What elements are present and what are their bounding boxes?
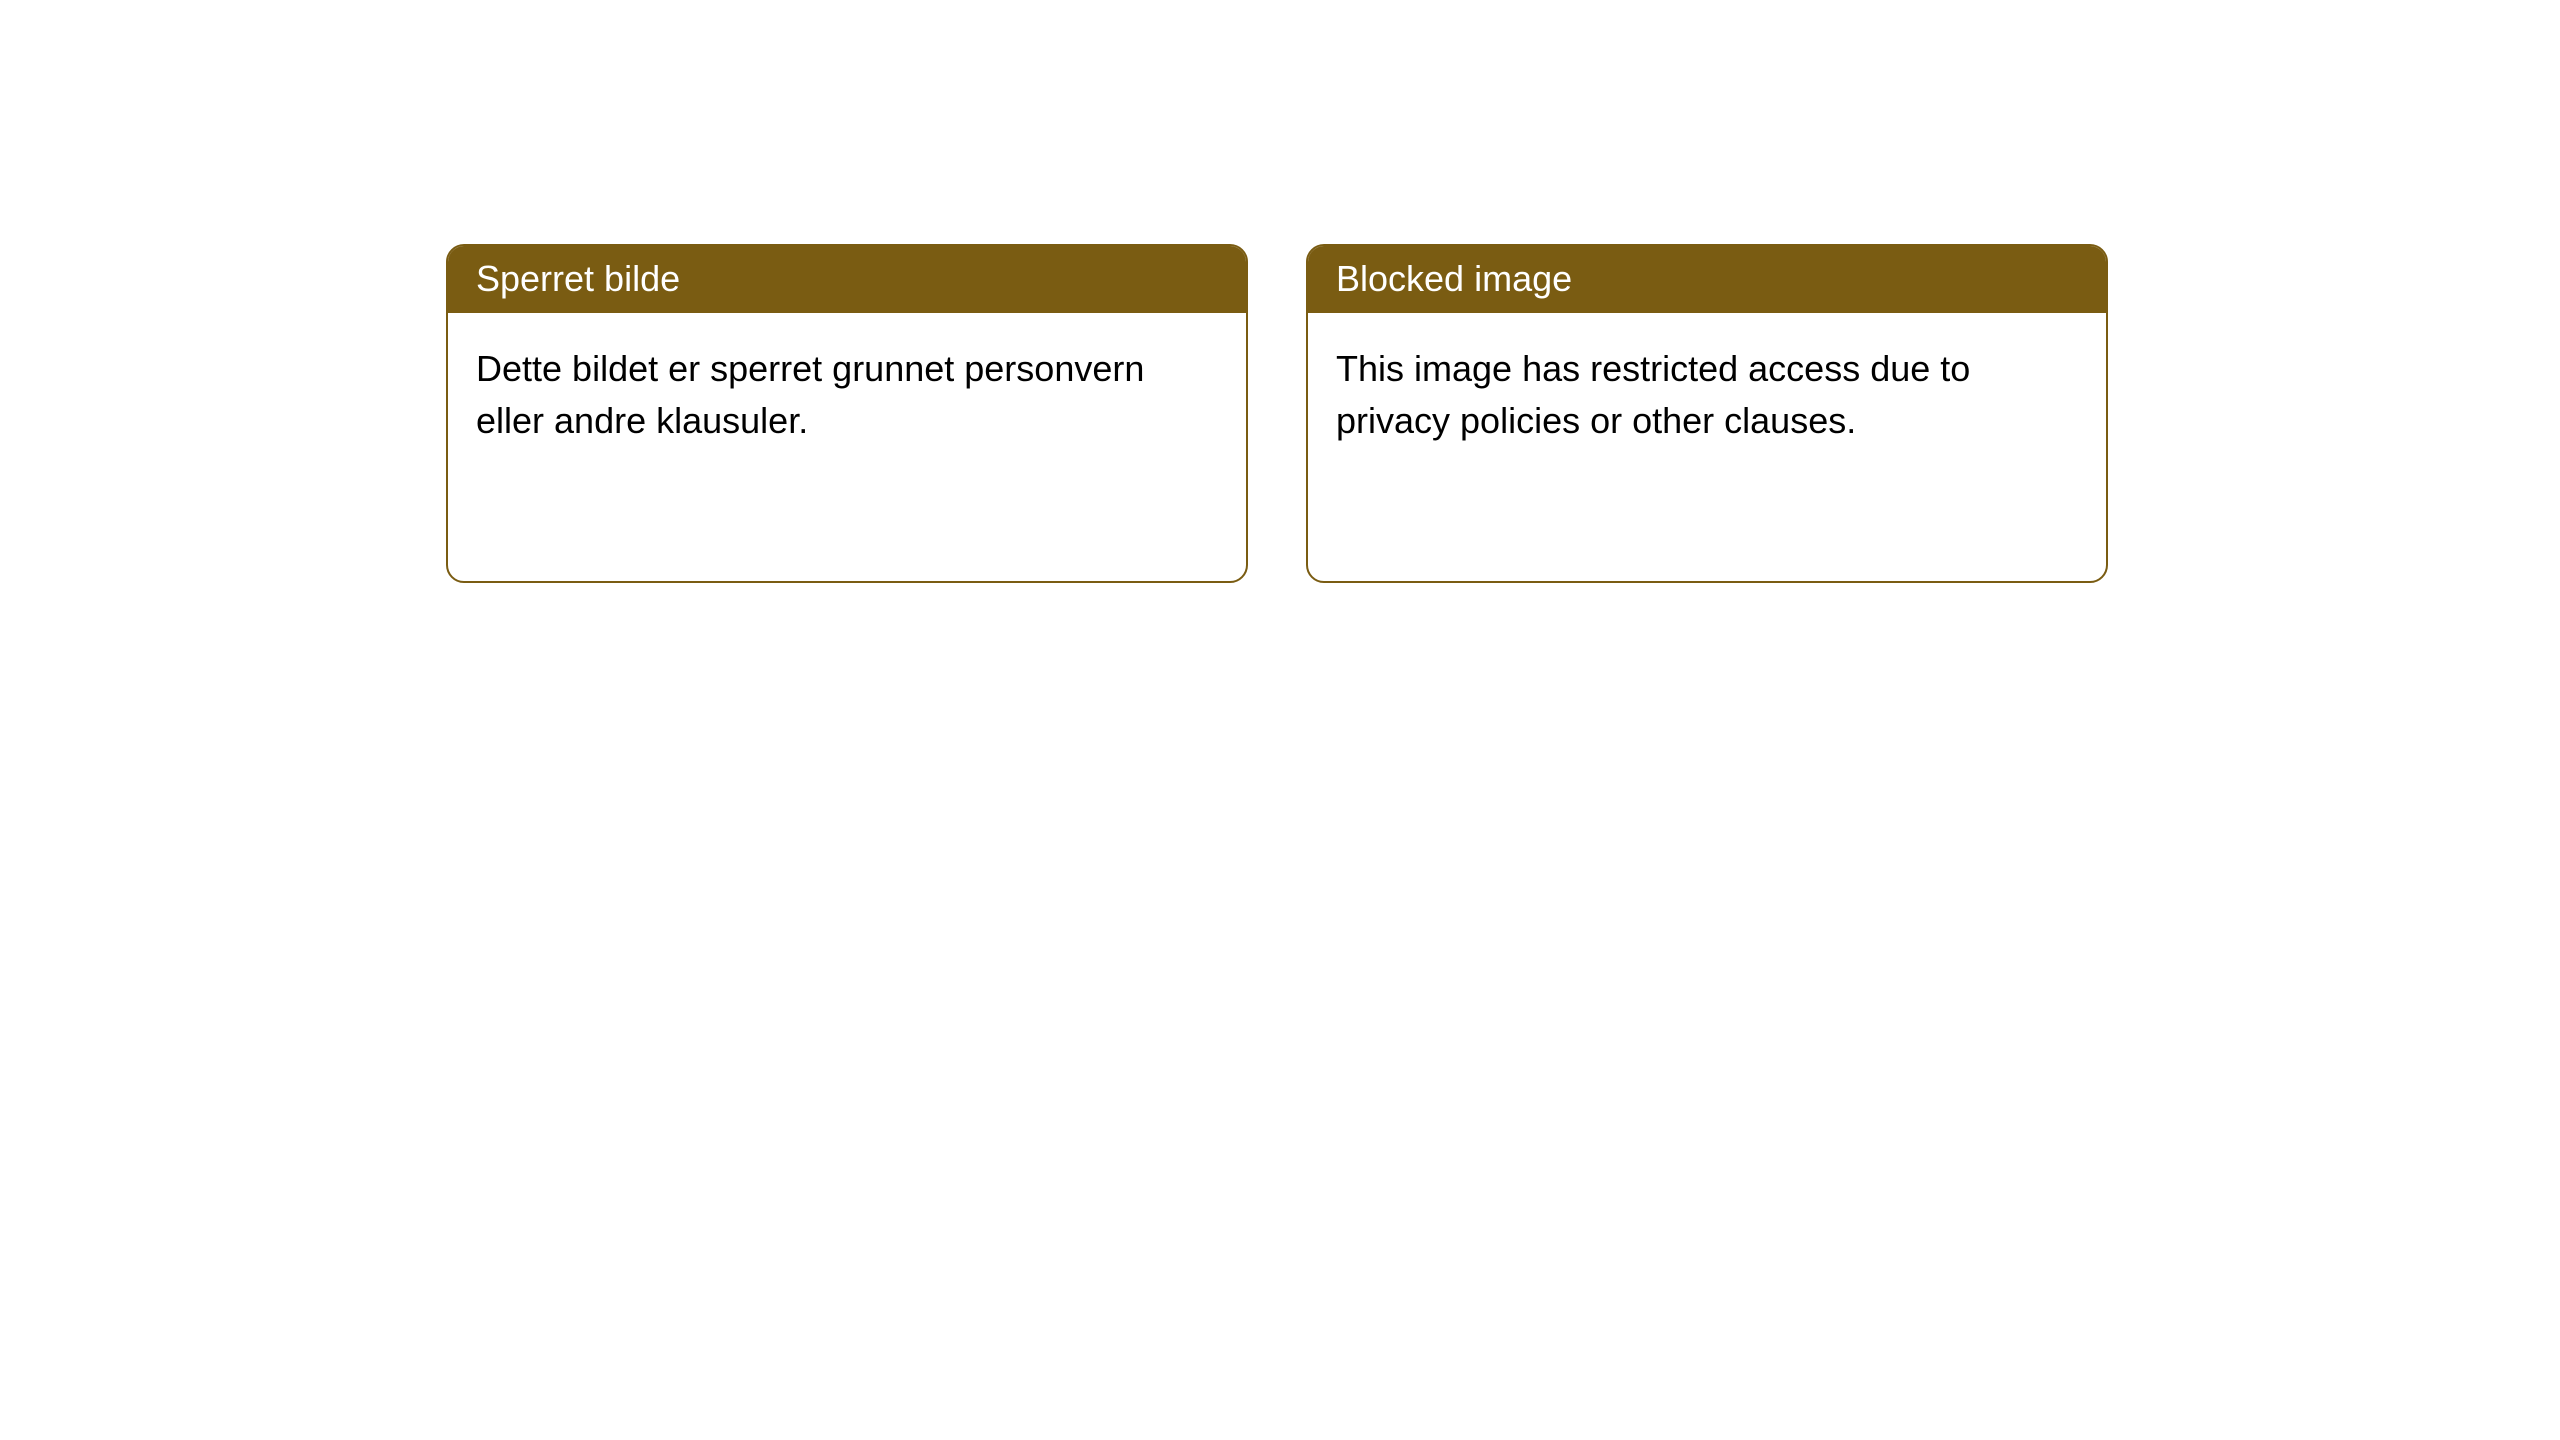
notice-container: Sperret bilde Dette bildet er sperret gr… [446,244,2108,583]
notice-body: This image has restricted access due to … [1308,313,2106,477]
notice-text: Dette bildet er sperret grunnet personve… [476,348,1144,441]
notice-body: Dette bildet er sperret grunnet personve… [448,313,1246,477]
notice-text: This image has restricted access due to … [1336,348,1970,441]
notice-title: Blocked image [1336,258,1572,299]
notice-card-norwegian: Sperret bilde Dette bildet er sperret gr… [446,244,1248,583]
notice-card-english: Blocked image This image has restricted … [1306,244,2108,583]
notice-header: Sperret bilde [448,246,1246,313]
notice-title: Sperret bilde [476,258,680,299]
notice-header: Blocked image [1308,246,2106,313]
